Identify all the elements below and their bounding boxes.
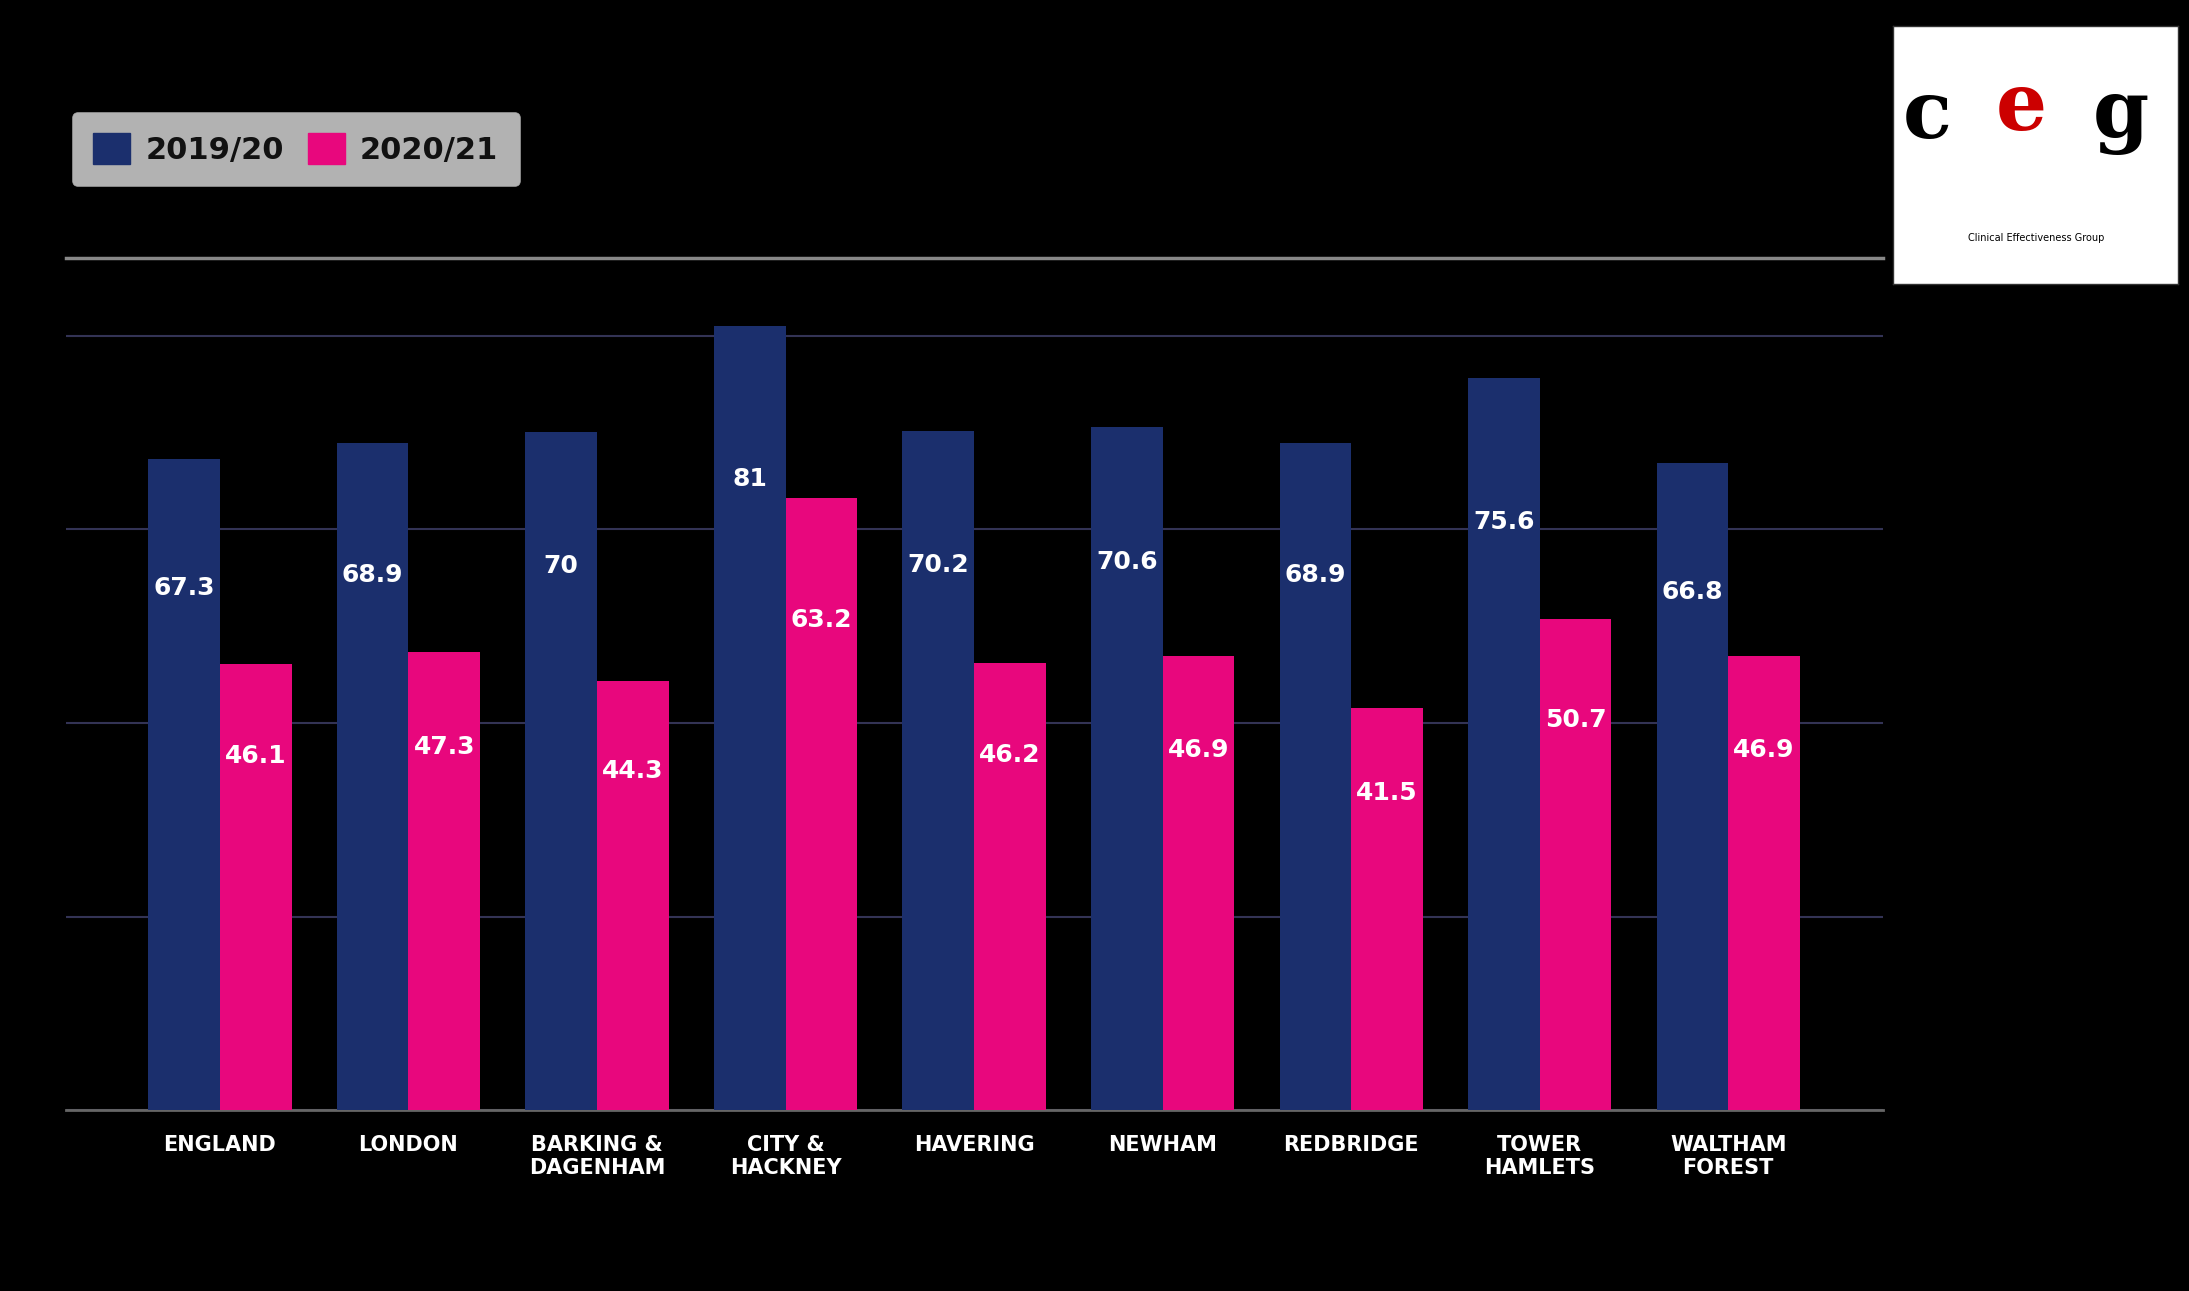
Text: 46.9: 46.9 <box>1167 738 1230 762</box>
Text: 68.9: 68.9 <box>341 563 403 587</box>
Bar <box>1281 443 1351 1110</box>
Bar <box>1657 463 1729 1110</box>
Bar <box>337 443 409 1110</box>
Text: 66.8: 66.8 <box>1661 580 1723 604</box>
Bar <box>714 327 786 1110</box>
Bar <box>1351 709 1423 1110</box>
Text: 50.7: 50.7 <box>1545 707 1607 732</box>
Text: Clinical Effectiveness Group: Clinical Effectiveness Group <box>1968 232 2104 243</box>
Bar <box>1469 378 1539 1110</box>
Text: 68.9: 68.9 <box>1285 563 1346 587</box>
Text: 63.2: 63.2 <box>790 608 852 633</box>
Bar <box>974 664 1046 1110</box>
Bar <box>1729 656 1799 1110</box>
Text: 46.1: 46.1 <box>225 744 287 768</box>
Bar <box>525 432 598 1110</box>
Text: 46.2: 46.2 <box>978 744 1040 767</box>
Bar <box>1162 656 1235 1110</box>
Text: 46.9: 46.9 <box>1734 738 1795 762</box>
Legend: 2019/20, 2020/21: 2019/20, 2020/21 <box>72 111 519 186</box>
Text: c: c <box>1902 77 1953 155</box>
Bar <box>786 498 858 1110</box>
Text: 70.6: 70.6 <box>1097 550 1158 573</box>
Bar <box>1539 620 1611 1110</box>
Text: g: g <box>2093 77 2150 155</box>
Text: 70: 70 <box>543 555 578 578</box>
Text: 44.3: 44.3 <box>602 759 663 782</box>
Bar <box>219 664 291 1110</box>
Text: 70.2: 70.2 <box>908 553 970 577</box>
Bar <box>409 652 479 1110</box>
Bar <box>598 682 668 1110</box>
Bar <box>149 458 219 1110</box>
Text: 47.3: 47.3 <box>414 735 475 759</box>
Text: e: e <box>1996 70 2047 147</box>
Text: 41.5: 41.5 <box>1357 781 1418 804</box>
Text: 81: 81 <box>733 467 766 491</box>
Text: 75.6: 75.6 <box>1473 510 1534 534</box>
Text: 67.3: 67.3 <box>153 576 215 600</box>
Bar <box>902 430 974 1110</box>
Bar <box>1090 426 1162 1110</box>
